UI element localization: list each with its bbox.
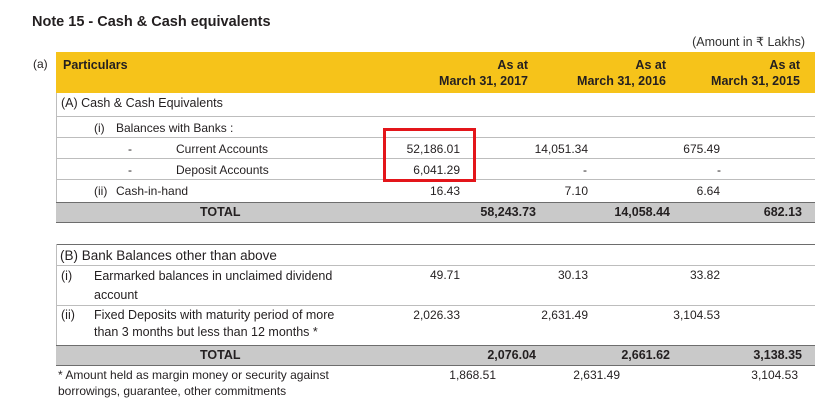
fixed-deposits-line2: than 3 months but less than 12 months * — [94, 325, 318, 339]
cash-2015: 6.64 — [696, 184, 720, 198]
divider — [56, 116, 815, 117]
earmarked-2016: 30.13 — [557, 268, 588, 282]
earmarked-2017: 49.71 — [429, 268, 460, 282]
col-2017-header: As at March 31, 2017 — [416, 57, 528, 89]
cash-2017: 16.43 — [429, 184, 460, 198]
deposit-accounts-label: Deposit Accounts — [176, 163, 269, 177]
cash-marker: (ii) — [94, 184, 108, 198]
cash-in-hand-label: Cash-in-hand — [116, 184, 189, 198]
total-b-2017: 2,076.04 — [487, 348, 536, 362]
section-b-heading: (B) Bank Balances other than above — [60, 248, 277, 263]
note-title: Note 15 - Cash & Cash equivalents — [32, 14, 271, 30]
deposit-2016: - — [583, 163, 587, 177]
left-border-b — [56, 244, 57, 345]
divider — [56, 158, 815, 159]
col-2015-header: As at March 31, 2015 — [688, 57, 800, 89]
deposit-2017: 6,041.29 — [413, 163, 460, 177]
total-b-2016: 2,661.62 — [621, 348, 670, 362]
total-label-a: TOTAL — [200, 205, 241, 219]
fixed-2016: 2,631.49 — [541, 308, 588, 322]
table-header: Particulars As at March 31, 2017 As at M… — [56, 52, 815, 93]
total-a-2015: 682.13 — [763, 205, 802, 219]
amount-unit-note: (Amount in ₹ Lakhs) — [692, 35, 805, 49]
footnote-line2: borrowings, guarantee, other commitments — [58, 384, 287, 398]
fixed-marker: (ii) — [61, 308, 75, 322]
fixed-2017: 2,026.33 — [413, 308, 460, 322]
earmarked-2015: 33.82 — [689, 268, 720, 282]
col-2015-line1: As at — [769, 58, 800, 72]
divider — [56, 365, 815, 366]
footnote-2015: 3,104.53 — [751, 368, 798, 382]
total-a-2017: 58,243.73 — [480, 205, 536, 219]
divider — [56, 305, 815, 306]
earmarked-marker: (i) — [61, 269, 73, 283]
particulars-header: Particulars — [63, 58, 128, 72]
total-a-2016: 14,058.44 — [614, 205, 670, 219]
divider — [56, 202, 815, 203]
col-2016-line1: As at — [635, 58, 666, 72]
banks-marker: (i) — [94, 121, 105, 135]
left-border-a — [56, 93, 57, 202]
footnote-2016: 2,631.49 — [573, 368, 620, 382]
divider — [56, 222, 815, 223]
total-row-a: TOTAL 58,243.73 14,058.44 682.13 — [56, 202, 815, 222]
current-dash: - — [128, 142, 132, 156]
divider — [56, 244, 815, 245]
section-a-heading: (A) Cash & Cash Equivalents — [61, 96, 223, 110]
banks-label: Balances with Banks : — [116, 121, 234, 135]
divider — [56, 137, 815, 138]
col-2017-line1: As at — [497, 58, 528, 72]
total-row-b: TOTAL 2,076.04 2,661.62 3,138.35 — [56, 345, 815, 365]
col-2017-line2: March 31, 2017 — [439, 74, 528, 88]
fixed-deposits-line1: Fixed Deposits with maturity period of m… — [94, 308, 335, 322]
divider — [56, 265, 815, 266]
divider — [56, 345, 815, 346]
earmarked-line1: Earmarked balances in unclaimed dividend — [94, 269, 333, 283]
deposit-2015: - — [717, 163, 721, 177]
current-2016: 14,051.34 — [534, 142, 588, 156]
footnote-2017: 1,868.51 — [449, 368, 496, 382]
footnote-line1: * Amount held as margin money or securit… — [58, 368, 329, 382]
current-accounts-label: Current Accounts — [176, 142, 269, 156]
earmarked-line2: account — [94, 288, 138, 302]
highlight-box — [383, 128, 476, 182]
cash-2016: 7.10 — [564, 184, 588, 198]
col-2015-line2: March 31, 2015 — [711, 74, 800, 88]
total-b-2015: 3,138.35 — [753, 348, 802, 362]
section-marker: (a) — [33, 57, 48, 71]
col-2016-line2: March 31, 2016 — [577, 74, 666, 88]
col-2016-header: As at March 31, 2016 — [554, 57, 666, 89]
total-label-b: TOTAL — [200, 348, 241, 362]
deposit-dash: - — [128, 163, 132, 177]
fixed-2015: 3,104.53 — [673, 308, 720, 322]
current-2017: 52,186.01 — [406, 142, 460, 156]
current-2015: 675.49 — [683, 142, 720, 156]
